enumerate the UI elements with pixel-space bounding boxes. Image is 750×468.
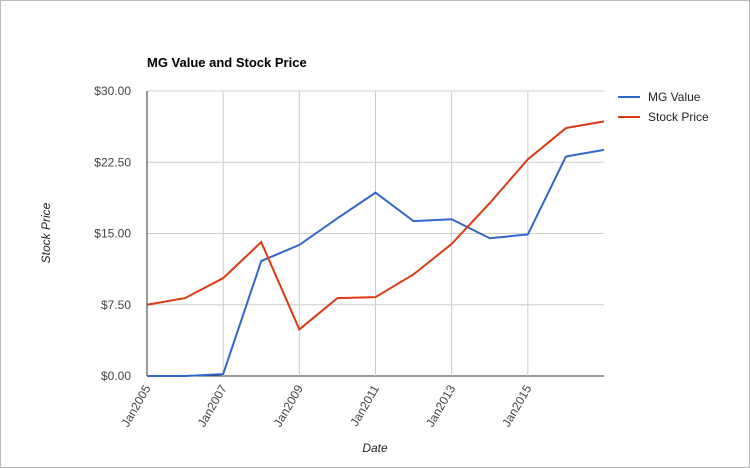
y-tick-label: $0.00 bbox=[101, 369, 131, 383]
chart-title: MG Value and Stock Price bbox=[147, 55, 307, 70]
y-axis-label: Stock Price bbox=[39, 202, 53, 263]
y-tick-label: $15.00 bbox=[94, 227, 131, 241]
x-axis-label: Date bbox=[362, 441, 388, 455]
legend-label: MG Value bbox=[648, 90, 701, 104]
y-tick-label: $30.00 bbox=[94, 84, 131, 98]
line bbox=[146, 120, 605, 332]
y-tick-label: $22.50 bbox=[94, 155, 131, 169]
legend-label: Stock Price bbox=[648, 110, 709, 124]
y-tick-label: $7.50 bbox=[101, 298, 131, 312]
line bbox=[147, 148, 605, 377]
